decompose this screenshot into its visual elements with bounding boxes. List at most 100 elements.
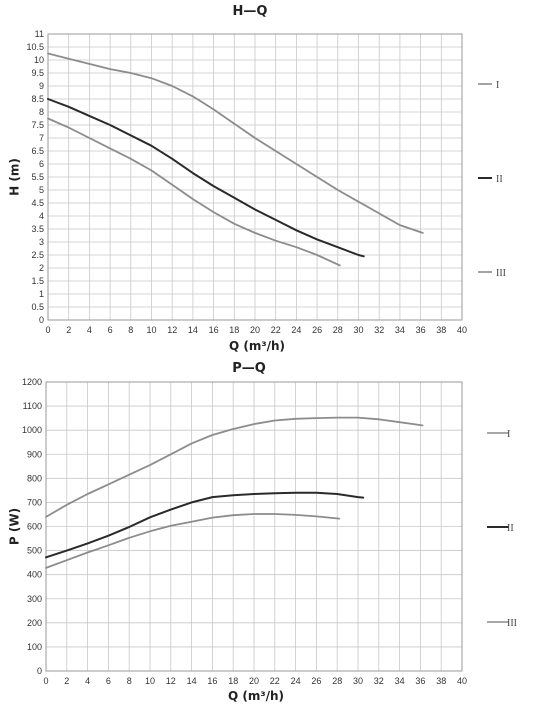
y-tick-label: 400 [27, 570, 42, 580]
x-tick-label: 12 [167, 325, 177, 335]
legend-label-ii: II [507, 523, 514, 534]
legend-label-iii: III [496, 268, 506, 279]
y-tick-label: 2 [39, 263, 44, 273]
x-tick-label: 2 [66, 325, 71, 335]
y-tick-label: 10 [34, 55, 44, 65]
y-tick-label: 6 [39, 159, 44, 169]
legend-label-i: I [496, 80, 499, 91]
y-tick-label: 6.5 [31, 146, 44, 156]
x-tick-label: 2 [64, 676, 69, 686]
x-tick-label: 0 [45, 325, 50, 335]
x-tick-labels: 0 2 4 6 8 10 12 14 16 18 20 22 24 26 28 30 32 34 36 38 40 [45, 325, 467, 335]
y-tick-label: 3.5 [31, 224, 44, 234]
x-tick-labels: 0 2 4 6 8 10 12 14 16 18 20 22 24 26 28 30 32 34 36 38 40 [43, 676, 467, 686]
x-tick-label: 28 [332, 676, 342, 686]
grid [47, 33, 463, 321]
y-tick-label: 1.5 [31, 276, 44, 286]
y-tick-labels: 0 0.5 1 1.5 2 2.5 3 3.5 4 4.5 5 5.5 6 6.5 7 7.5 8 8.5 9 9.5… [26, 29, 44, 325]
x-tick-label: 26 [311, 676, 321, 686]
x-tick-label: 14 [187, 676, 197, 686]
y-tick-label: 1100 [23, 401, 42, 411]
series-line-ii [47, 98, 365, 258]
x-tick-label: 4 [85, 676, 90, 686]
y-tick-label: 5.5 [31, 172, 44, 182]
y-tick-label: 0 [39, 315, 44, 325]
x-tick-label: 36 [415, 676, 425, 686]
hq-chart: H—Q 0 2 4 6 8 10 12 14 16 18 20 22 24 26 28 30 32 34 36 38 4… [8, 4, 507, 353]
y-tick-label: 800 [27, 473, 42, 483]
x-tick-label: 10 [146, 325, 156, 335]
y-tick-label: 7 [39, 133, 44, 143]
y-tick-label: 1 [39, 289, 44, 299]
y-tick-label: 10.5 [26, 42, 44, 52]
series-line-iii [45, 513, 341, 569]
y-tick-label: 0.5 [31, 302, 44, 312]
x-tick-label: 40 [457, 325, 467, 335]
plot-frame [45, 381, 463, 672]
x-axis-label: Q (m³/h) [228, 689, 284, 703]
chart-title: P—Q [232, 361, 266, 376]
x-tick-label: 36 [416, 325, 426, 335]
y-axis-label: P (W) [8, 508, 22, 545]
x-tick-label: 22 [270, 676, 280, 686]
y-axis-label: H (m) [8, 158, 22, 196]
x-tick-label: 4 [87, 325, 92, 335]
series-lines [47, 52, 424, 267]
y-tick-label: 9.5 [31, 68, 44, 78]
series-line-i [47, 52, 424, 234]
y-tick-label: 5 [39, 185, 44, 195]
legend-label-iii: III [507, 618, 517, 629]
x-tick-label: 10 [145, 676, 155, 686]
x-tick-label: 8 [128, 325, 133, 335]
pq-chart: P—Q 0 2 4 6 8 10 12 14 16 18 20 22 24 26 28 30 32 34 36 38 4… [8, 361, 518, 703]
y-tick-label: 700 [27, 497, 42, 507]
y-tick-label: 8 [39, 107, 44, 117]
x-tick-label: 34 [395, 676, 405, 686]
y-tick-label: 100 [27, 642, 42, 652]
y-tick-label: 4 [39, 211, 44, 221]
y-tick-label: 200 [27, 618, 42, 628]
y-tick-label: 600 [27, 522, 42, 532]
grid [45, 381, 463, 672]
x-tick-label: 12 [166, 676, 176, 686]
series-line-i [45, 416, 424, 518]
y-tick-label: 9 [39, 81, 44, 91]
x-tick-label: 24 [291, 325, 301, 335]
y-tick-label: 500 [27, 546, 42, 556]
x-tick-label: 0 [43, 676, 48, 686]
x-tick-label: 16 [207, 676, 217, 686]
x-tick-label: 20 [250, 325, 260, 335]
y-tick-label: 11 [35, 29, 44, 39]
series-lines [45, 416, 424, 569]
x-tick-label: 14 [188, 325, 198, 335]
x-tick-label: 30 [353, 325, 363, 335]
x-tick-label: 32 [374, 676, 384, 686]
series-line-ii [45, 491, 365, 559]
y-tick-label: 4.5 [31, 198, 44, 208]
legend-label-ii: II [496, 174, 503, 185]
y-tick-label: 900 [27, 449, 42, 459]
x-tick-label: 24 [291, 676, 301, 686]
y-tick-label: 7.5 [31, 120, 44, 130]
x-axis-label: Q (m³/h) [229, 339, 285, 353]
x-tick-label: 16 [209, 325, 219, 335]
x-tick-label: 22 [271, 325, 281, 335]
x-tick-label: 26 [312, 325, 322, 335]
y-tick-label: 2.5 [31, 250, 44, 260]
x-tick-label: 38 [436, 676, 446, 686]
y-tick-label: 3 [39, 237, 44, 247]
x-tick-label: 20 [249, 676, 259, 686]
x-tick-label: 40 [457, 676, 467, 686]
y-tick-label: 1000 [22, 425, 42, 435]
y-tick-label: 0 [37, 666, 42, 676]
y-tick-label: 300 [27, 594, 42, 604]
x-tick-label: 38 [436, 325, 446, 335]
y-tick-labels: 0 100 200 300 400 500 600 700 800 900 1000 1100 1200 [22, 377, 42, 676]
x-tick-label: 32 [374, 325, 384, 335]
x-tick-label: 30 [353, 676, 363, 686]
x-tick-label: 18 [229, 325, 239, 335]
x-tick-label: 6 [108, 325, 113, 335]
y-tick-label: 8.5 [31, 94, 44, 104]
